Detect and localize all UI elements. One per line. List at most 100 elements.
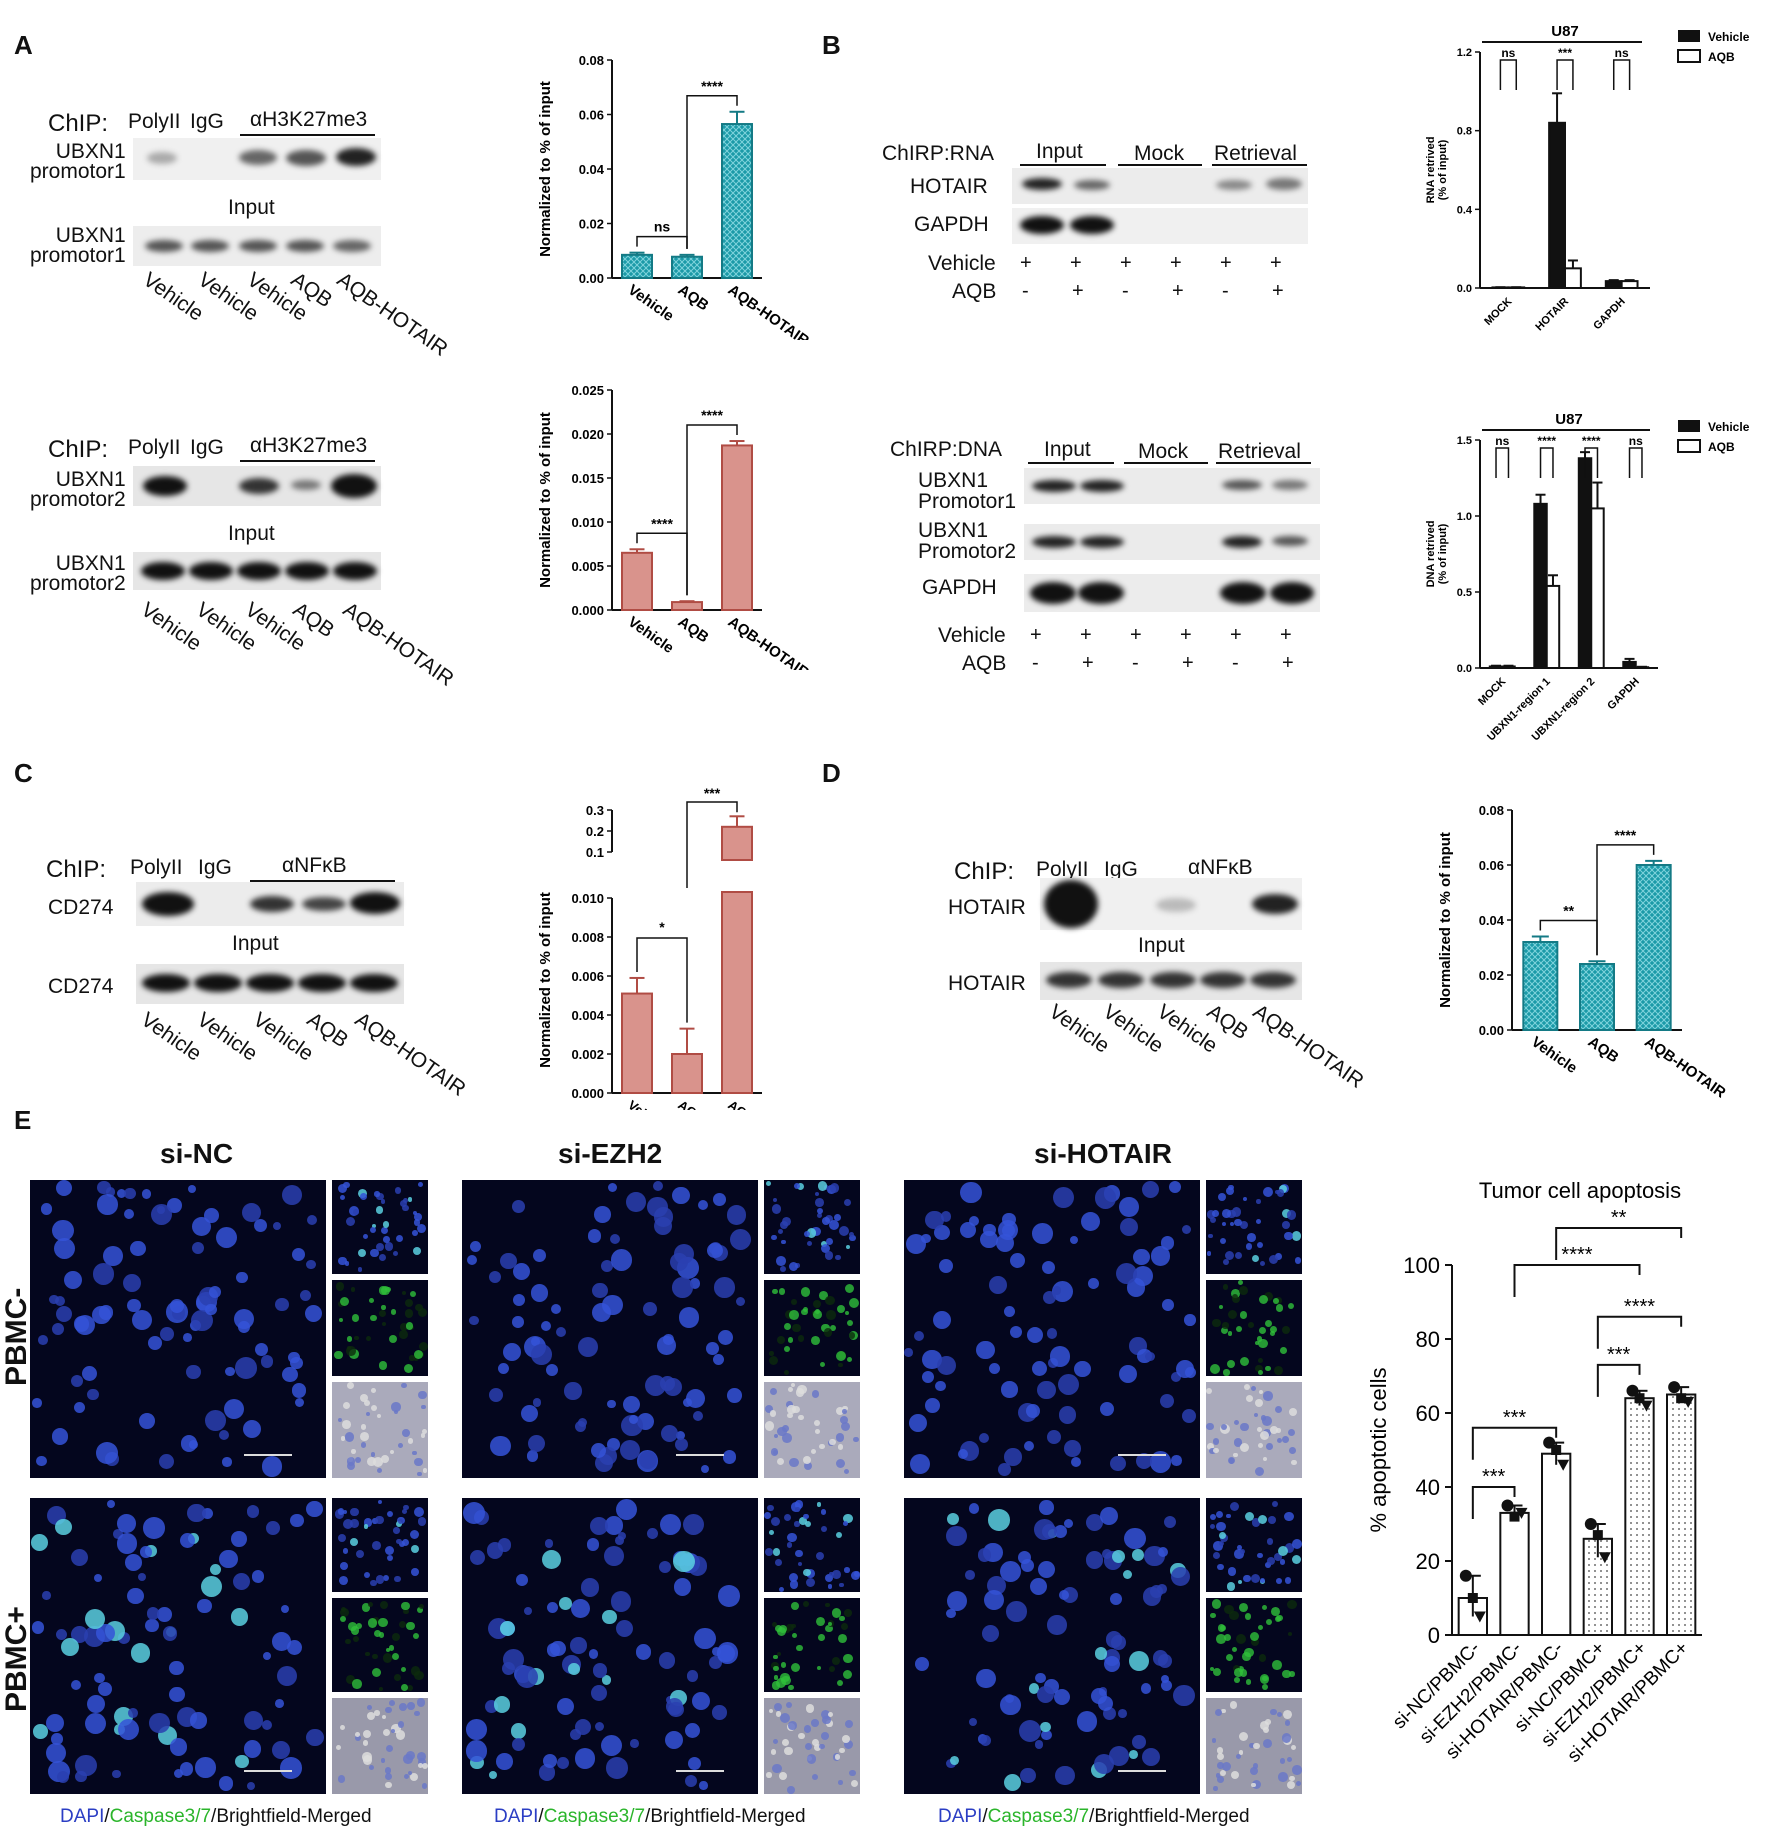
lane-label: Vehicle	[138, 268, 208, 326]
significance-bracket	[1612, 59, 1631, 90]
significance-label: ***	[1607, 1344, 1631, 1366]
x-tick-label: AQB	[675, 613, 712, 646]
panel-label-d: D	[822, 758, 841, 788]
significance-label: ****	[1614, 827, 1636, 843]
bar	[721, 444, 753, 611]
aqb-sign: +	[1082, 652, 1094, 674]
y-tick-label: 80	[1416, 1327, 1440, 1352]
y-tick-label: 0.04	[1479, 913, 1505, 928]
y-tick-label: 0.00	[579, 271, 604, 286]
blot-target-label: UBXN1 promotor2	[30, 552, 126, 595]
micrograph-main	[904, 1180, 1200, 1478]
group-underline	[1124, 462, 1208, 464]
micrograph-merged	[332, 1382, 428, 1478]
y-tick-label: 0.00	[1479, 1023, 1504, 1038]
row-header: PBMC-	[0, 1287, 33, 1386]
y-axis-label: (% of input)	[1437, 139, 1449, 200]
y-tick-label: 100	[1403, 1253, 1440, 1278]
column-header: si-HOTAIR	[1034, 1138, 1172, 1169]
aqb-label: AQB	[952, 280, 997, 303]
bar	[1579, 963, 1615, 1031]
blot-row-label: UBXN1 Promotor2	[918, 519, 1017, 563]
y-tick-label: 0.004	[571, 1008, 604, 1023]
input-label: Input	[1138, 934, 1185, 957]
significance-label: ****	[701, 78, 723, 94]
antibody-label: αH3K27me3	[250, 434, 368, 457]
micrograph-dapi	[764, 1498, 860, 1592]
chip-label: ChIP:	[954, 858, 1015, 885]
micrograph-dapi	[764, 1180, 860, 1274]
lane-label: AQB-HOTAIR	[338, 598, 458, 691]
blot-image	[1012, 208, 1308, 244]
y-tick-label: 0.020	[571, 427, 604, 442]
significance-bracket	[686, 95, 738, 249]
lane-label: AQB-HOTAIR	[350, 1008, 470, 1101]
significance-bracket	[1596, 1315, 1683, 1349]
row-header: PBMC+	[0, 1606, 33, 1712]
bar	[1533, 502, 1548, 669]
micrograph-dapi	[332, 1498, 428, 1592]
vehicle-sign: +	[1080, 624, 1092, 646]
x-tick-label: AQB	[675, 1097, 707, 1110]
micrograph-merged	[1206, 1698, 1302, 1794]
chart-b-dna: 0.0 0.5 1.0 1.5 DNA retrived (% of input) MOCK…	[1425, 411, 1750, 743]
x-tick-label: GAPDH	[1591, 296, 1628, 333]
x-tick-label: AQB	[675, 281, 712, 314]
significance-label: ns	[1495, 434, 1509, 448]
y-tick-label: 0.006	[571, 969, 604, 984]
y-axis-label: (% of input)	[1437, 523, 1449, 584]
panel-label-b: B	[822, 30, 841, 60]
aqb-sign: -	[1132, 652, 1139, 674]
micrograph-merged	[764, 1698, 860, 1794]
x-tick-label: AQB	[1585, 1033, 1622, 1066]
vehicle-sign: +	[1230, 624, 1242, 646]
vehicle-sign: +	[1030, 624, 1042, 646]
y-tick-label: 0.06	[579, 108, 604, 123]
micrograph-merged	[764, 1382, 860, 1478]
blot-image	[133, 466, 381, 506]
micrograph-dapi	[1206, 1180, 1302, 1274]
blot-image	[133, 226, 381, 266]
lane-label: Vehicle	[248, 1008, 318, 1066]
bar	[721, 825, 753, 861]
aqb-sign: +	[1282, 652, 1294, 674]
input-label: Input	[228, 196, 275, 219]
vehicle-sign: +	[1220, 252, 1232, 274]
vehicle-sign: +	[1180, 624, 1192, 646]
micrograph-caspase	[1206, 1280, 1302, 1376]
micrograph-main	[30, 1180, 326, 1478]
legend-label: Vehicle	[1708, 420, 1750, 434]
micrograph-dapi	[1206, 1498, 1302, 1592]
chart-a-bottom: 0.000 0.005 0.010 0.015 0.020 0.025 Normalized…	[537, 383, 812, 670]
vehicle-sign: +	[1120, 252, 1132, 274]
igg-label: IgG	[1104, 858, 1138, 881]
polyii-label: PolyII	[1036, 858, 1089, 881]
blot-row-label: GAPDH	[922, 576, 997, 599]
lane-label: Vehicle	[136, 598, 206, 656]
micrograph-merged	[332, 1698, 428, 1794]
micrograph-main	[904, 1498, 1200, 1794]
input-label: Input	[232, 932, 279, 955]
blot-target-label: UBXN1 promotor2	[30, 468, 126, 511]
micrograph-dapi	[332, 1180, 428, 1274]
lane-label: AQB-HOTAIR	[332, 268, 452, 361]
blot-image	[1024, 574, 1320, 612]
x-tick-label: AQB-HOTAIR	[725, 281, 812, 340]
chart-c: 0.000 0.002 0.004 0.006 0.008 0.010 0.1 0.2 0.3 N…	[537, 785, 802, 1110]
significance-label: **	[1563, 903, 1574, 919]
y-axis-label: Normalized to % of input	[537, 412, 554, 588]
blot-image	[1012, 168, 1308, 204]
vehicle-sign: +	[1280, 624, 1292, 646]
bar	[1522, 941, 1559, 1031]
blot-image	[1024, 468, 1320, 504]
y-tick-label: 1.0	[1457, 511, 1472, 523]
data-point	[1676, 1393, 1687, 1404]
blot-row-label: UBXN1 Promotor1	[918, 469, 1017, 513]
significance-bracket	[636, 235, 688, 249]
y-tick-label: 60	[1416, 1401, 1440, 1426]
stain-caption: DAPI/Caspase3/7/Brightfield-Merged	[60, 1806, 372, 1827]
data-point	[1515, 1507, 1528, 1519]
y-tick-label: 1.5	[1457, 435, 1472, 447]
micrograph-caspase	[764, 1598, 860, 1692]
aqb-sign: +	[1182, 652, 1194, 674]
